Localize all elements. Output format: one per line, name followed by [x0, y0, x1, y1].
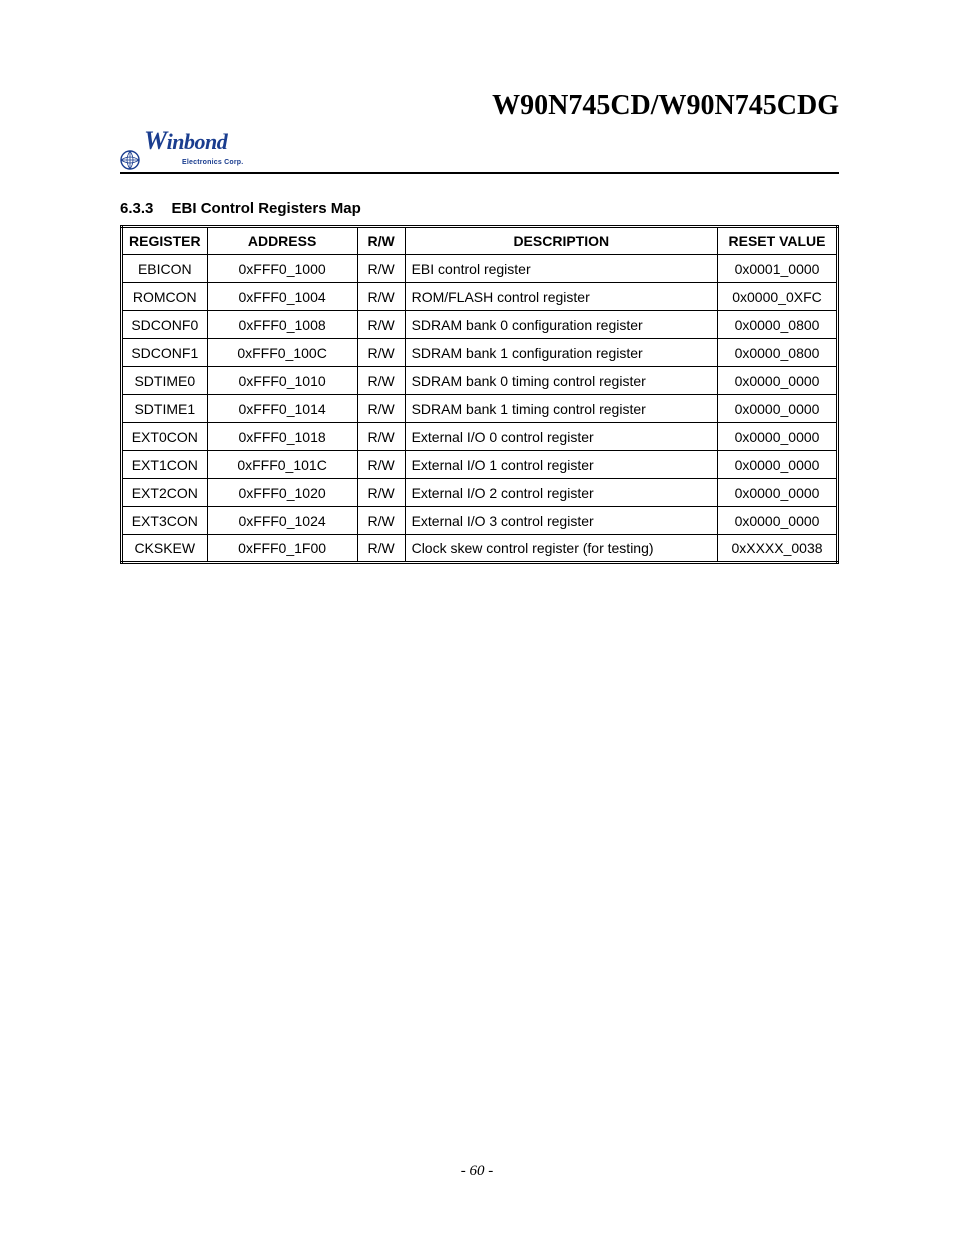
cell-register: EXT1CON: [122, 451, 208, 479]
table-row: EXT2CON0xFFF0_1020R/WExternal I/O 2 cont…: [122, 479, 838, 507]
table-row: SDTIME00xFFF0_1010R/WSDRAM bank 0 timing…: [122, 367, 838, 395]
col-header-reset: RESET VALUE: [718, 227, 838, 255]
cell-reset: 0x0000_0000: [718, 451, 838, 479]
section-title: EBI Control Registers Map: [172, 200, 361, 217]
cell-reset: 0x0000_0000: [718, 479, 838, 507]
col-header-address: ADDRESS: [207, 227, 357, 255]
cell-rw: R/W: [357, 479, 405, 507]
cell-rw: R/W: [357, 507, 405, 535]
cell-rw: R/W: [357, 367, 405, 395]
cell-register: EXT3CON: [122, 507, 208, 535]
table-row: SDCONF10xFFF0_100CR/WSDRAM bank 1 config…: [122, 339, 838, 367]
cell-address: 0xFFF0_1000: [207, 255, 357, 283]
cell-register: CKSKEW: [122, 535, 208, 563]
cell-reset: 0x0000_0XFC: [718, 283, 838, 311]
table-body: EBICON0xFFF0_1000R/WEBI control register…: [122, 255, 838, 563]
cell-register: EBICON: [122, 255, 208, 283]
cell-register: SDCONF1: [122, 339, 208, 367]
cell-description: External I/O 2 control register: [405, 479, 717, 507]
cell-address: 0xFFF0_1014: [207, 395, 357, 423]
cell-address: 0xFFF0_101C: [207, 451, 357, 479]
cell-register: SDTIME1: [122, 395, 208, 423]
cell-description: SDRAM bank 1 configuration register: [405, 339, 717, 367]
page-container: W90N745CD/W90N745CDG Winbond Electronic: [0, 0, 954, 1235]
cell-register: ROMCON: [122, 283, 208, 311]
table-row: EXT3CON0xFFF0_1024R/WExternal I/O 3 cont…: [122, 507, 838, 535]
cell-description: ROM/FLASH control register: [405, 283, 717, 311]
col-header-description: DESCRIPTION: [405, 227, 717, 255]
cell-reset: 0xXXXX_0038: [718, 535, 838, 563]
cell-address: 0xFFF0_1004: [207, 283, 357, 311]
table-header-row: REGISTER ADDRESS R/W DESCRIPTION RESET V…: [122, 227, 838, 255]
registers-table: REGISTER ADDRESS R/W DESCRIPTION RESET V…: [120, 225, 839, 564]
cell-register: SDCONF0: [122, 311, 208, 339]
cell-reset: 0x0001_0000: [718, 255, 838, 283]
cell-rw: R/W: [357, 423, 405, 451]
table-row: CKSKEW0xFFF0_1F00R/WClock skew control r…: [122, 535, 838, 563]
logo-text-block: Winbond Electronics Corp.: [144, 128, 227, 170]
cell-description: SDRAM bank 0 configuration register: [405, 311, 717, 339]
cell-register: EXT2CON: [122, 479, 208, 507]
cell-rw: R/W: [357, 451, 405, 479]
cell-rw: R/W: [357, 339, 405, 367]
section-number: 6.3.3: [120, 200, 153, 217]
logo-globe-icon: [120, 150, 142, 170]
logo-brand-initial: W: [144, 126, 167, 155]
logo-brand-name: Winbond: [144, 129, 227, 154]
page-number: - 60 -: [0, 1163, 954, 1180]
cell-rw: R/W: [357, 395, 405, 423]
logo-subtitle: Electronics Corp.: [182, 159, 243, 166]
cell-address: 0xFFF0_1F00: [207, 535, 357, 563]
logo-brand-rest: inbond: [167, 129, 228, 154]
document-title: W90N745CD/W90N745CDG: [120, 90, 839, 122]
cell-description: Clock skew control register (for testing…: [405, 535, 717, 563]
table-row: SDTIME10xFFF0_1014R/WSDRAM bank 1 timing…: [122, 395, 838, 423]
cell-description: EBI control register: [405, 255, 717, 283]
cell-description: External I/O 3 control register: [405, 507, 717, 535]
cell-reset: 0x0000_0000: [718, 507, 838, 535]
company-logo: Winbond Electronics Corp.: [120, 128, 227, 170]
cell-register: SDTIME0: [122, 367, 208, 395]
section-heading: 6.3.3 EBI Control Registers Map: [120, 200, 839, 217]
cell-rw: R/W: [357, 283, 405, 311]
col-header-register: REGISTER: [122, 227, 208, 255]
cell-rw: R/W: [357, 255, 405, 283]
table-row: EXT1CON0xFFF0_101CR/WExternal I/O 1 cont…: [122, 451, 838, 479]
cell-reset: 0x0000_0000: [718, 367, 838, 395]
table-header: REGISTER ADDRESS R/W DESCRIPTION RESET V…: [122, 227, 838, 255]
cell-address: 0xFFF0_1020: [207, 479, 357, 507]
cell-description: External I/O 1 control register: [405, 451, 717, 479]
cell-address: 0xFFF0_1018: [207, 423, 357, 451]
cell-reset: 0x0000_0800: [718, 311, 838, 339]
cell-address: 0xFFF0_1010: [207, 367, 357, 395]
cell-address: 0xFFF0_1008: [207, 311, 357, 339]
cell-reset: 0x0000_0800: [718, 339, 838, 367]
cell-reset: 0x0000_0000: [718, 395, 838, 423]
table-row: SDCONF00xFFF0_1008R/WSDRAM bank 0 config…: [122, 311, 838, 339]
cell-address: 0xFFF0_1024: [207, 507, 357, 535]
cell-rw: R/W: [357, 535, 405, 563]
table-row: EBICON0xFFF0_1000R/WEBI control register…: [122, 255, 838, 283]
col-header-rw: R/W: [357, 227, 405, 255]
table-row: ROMCON0xFFF0_1004R/WROM/FLASH control re…: [122, 283, 838, 311]
cell-register: EXT0CON: [122, 423, 208, 451]
header-divider-row: Winbond Electronics Corp.: [120, 128, 839, 174]
cell-reset: 0x0000_0000: [718, 423, 838, 451]
cell-rw: R/W: [357, 311, 405, 339]
cell-address: 0xFFF0_100C: [207, 339, 357, 367]
table-row: EXT0CON0xFFF0_1018R/WExternal I/O 0 cont…: [122, 423, 838, 451]
cell-description: SDRAM bank 0 timing control register: [405, 367, 717, 395]
cell-description: SDRAM bank 1 timing control register: [405, 395, 717, 423]
cell-description: External I/O 0 control register: [405, 423, 717, 451]
